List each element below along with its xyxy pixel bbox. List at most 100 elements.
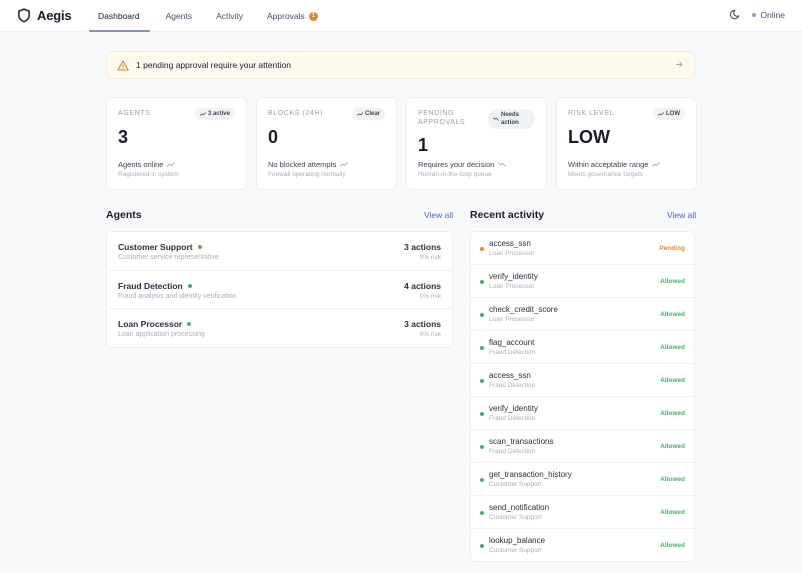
- main-nav: Dashboard Agents Activity Approvals 1: [89, 0, 334, 32]
- tab-label: Dashboard: [98, 11, 140, 21]
- stat-pill: 3 active: [194, 108, 235, 120]
- stat-sub: No blocked attempts: [268, 160, 349, 169]
- activity-row[interactable]: get_transaction_history Customer Support A…: [471, 463, 694, 496]
- moon-icon[interactable]: [729, 9, 740, 20]
- arrow-right-icon[interactable]: [675, 60, 683, 69]
- activity-row[interactable]: scan_transactions Fraud Detection Allowed: [471, 430, 694, 463]
- stat-value: 1: [418, 135, 429, 155]
- stat-pill: LOW: [653, 108, 685, 120]
- activity-agent: Fraud Detection: [489, 448, 536, 455]
- activity-view-all-link[interactable]: View all: [667, 210, 697, 220]
- online-status-dot: [752, 12, 757, 17]
- agent-name-text: Loan Processor: [118, 319, 183, 329]
- activity-row[interactable]: verify_identity Fraud Detection Allowed: [471, 397, 694, 430]
- activity-status: Allowed: [660, 443, 685, 450]
- activity-row[interactable]: flag_account Fraud Detection Allowed: [471, 331, 694, 364]
- tab-activity[interactable]: Activity: [208, 0, 251, 32]
- activity-status: Allowed: [660, 410, 685, 417]
- agent-name: Fraud Detection: [118, 281, 192, 291]
- activity-status: Pending: [659, 245, 685, 252]
- trend-up-icon: [167, 162, 176, 167]
- stat-note: Meets governance targets: [568, 171, 644, 178]
- activity-row[interactable]: send_notification Customer Support Allowed: [471, 496, 694, 529]
- activity-status: Allowed: [660, 377, 685, 384]
- status-dot: [480, 511, 484, 515]
- activity-list: access_ssn Loan Processor Pending verify_i…: [470, 231, 695, 562]
- status-dot: [187, 283, 192, 288]
- agent-description: Fraud analysis and identity verification: [118, 292, 237, 300]
- status-dot: [480, 478, 484, 482]
- approvals-count-badge: 1: [308, 11, 318, 21]
- trend-down-icon: [498, 162, 507, 167]
- stat-note: Registered in system: [118, 171, 179, 178]
- trend-up-icon: [658, 112, 664, 116]
- trend-up-icon: [340, 162, 349, 167]
- warning-icon: [117, 59, 129, 71]
- activity-action: verify_identity: [489, 272, 538, 281]
- stat-pill-text: LOW: [666, 111, 680, 117]
- stat-sub-text: Agents online: [118, 160, 164, 169]
- activity-action: scan_transactions: [489, 437, 554, 446]
- activity-action: flag_account: [489, 338, 535, 347]
- activity-action: get_transaction_history: [489, 470, 572, 479]
- activity-row[interactable]: access_ssn Fraud Detection Allowed: [471, 364, 694, 397]
- agents-view-all-link[interactable]: View all: [424, 210, 454, 220]
- stat-card-risk-level: RISK LEVEL LOW LOW Within acceptable ran…: [556, 97, 697, 190]
- agent-description: Loan application processing: [118, 331, 205, 338]
- agent-action-count: 4 actions: [404, 280, 441, 291]
- status-dot: [480, 379, 484, 383]
- agents-section-title: Agents: [106, 209, 142, 221]
- tab-dashboard[interactable]: Dashboard: [89, 0, 150, 32]
- agent-row[interactable]: Loan Processor Loan application processi…: [107, 309, 452, 348]
- trend-up-icon: [356, 112, 363, 116]
- stat-sub-text: Requires your decision: [418, 160, 495, 169]
- tab-agents[interactable]: Agents: [158, 0, 200, 32]
- brand[interactable]: Aegis: [17, 8, 72, 23]
- activity-row[interactable]: verify_identity Loan Processor Allowed: [471, 265, 694, 298]
- stat-sub: Within acceptable range: [568, 160, 661, 169]
- stat-sub: Agents online: [118, 160, 176, 169]
- stat-value: 3: [118, 127, 129, 147]
- activity-row[interactable]: access_ssn Loan Processor Pending: [471, 232, 694, 265]
- agent-row[interactable]: Customer Support Customer service repres…: [107, 232, 452, 271]
- status-dot: [480, 346, 484, 350]
- activity-agent: Fraud Detection: [489, 415, 536, 422]
- trend-up-icon: [199, 112, 206, 116]
- online-status: Online: [760, 9, 785, 20]
- stat-sub-text: Within acceptable range: [568, 160, 649, 169]
- activity-status: Allowed: [660, 542, 685, 549]
- activity-status: Allowed: [660, 344, 685, 351]
- stat-card-blocks: BLOCKS (24H) Clear 0 No blocked attempts…: [256, 97, 397, 190]
- agent-name-text: Fraud Detection: [118, 280, 183, 291]
- trend-down-icon: [493, 117, 499, 121]
- tab-label: Activity: [216, 11, 243, 21]
- agent-risk: 0% risk: [419, 292, 441, 300]
- activity-status: Allowed: [660, 278, 685, 285]
- activity-row[interactable]: check_credit_score Loan Processor Allowed: [471, 298, 694, 331]
- activity-agent: Fraud Detection: [489, 382, 536, 389]
- agents-list: Customer Support Customer service repres…: [106, 231, 453, 348]
- agent-name: Customer Support: [118, 242, 202, 252]
- stat-pill: Needs action: [488, 109, 535, 129]
- activity-agent: Fraud Detection: [489, 349, 536, 356]
- agent-row[interactable]: Fraud Detection Fraud analysis and ident…: [107, 271, 452, 309]
- stat-sub: Requires your decision: [418, 160, 507, 169]
- stat-pill-text: Needs action: [501, 112, 520, 126]
- stat-card-pending-approvals: PENDING APPROVALS Needs action 1 Require…: [406, 97, 547, 190]
- activity-status: Allowed: [660, 311, 685, 318]
- pending-approval-alert[interactable]: 1 pending approval require your attentio…: [106, 51, 695, 79]
- agent-description: Customer service representative: [118, 254, 219, 261]
- stat-pill-text: 3 active: [207, 111, 230, 117]
- activity-row[interactable]: lookup_balance Customer Support Allowed: [471, 529, 694, 562]
- stat-label: RISK LEVEL: [568, 110, 615, 117]
- status-dot: [480, 280, 484, 284]
- alert-text: 1 pending approval require your attentio…: [136, 60, 291, 70]
- status-dot: [480, 412, 484, 416]
- agent-risk: 0% risk: [419, 331, 441, 338]
- activity-action: access_ssn: [489, 371, 531, 380]
- activity-action: lookup_balance: [489, 536, 546, 545]
- stats-row: AGENTS 3 active 3 Agents online Register…: [106, 97, 697, 190]
- activity-action: check_credit_score: [489, 305, 558, 314]
- activity-agent: Loan Processor: [489, 250, 535, 257]
- tab-approvals[interactable]: Approvals 1: [259, 0, 326, 32]
